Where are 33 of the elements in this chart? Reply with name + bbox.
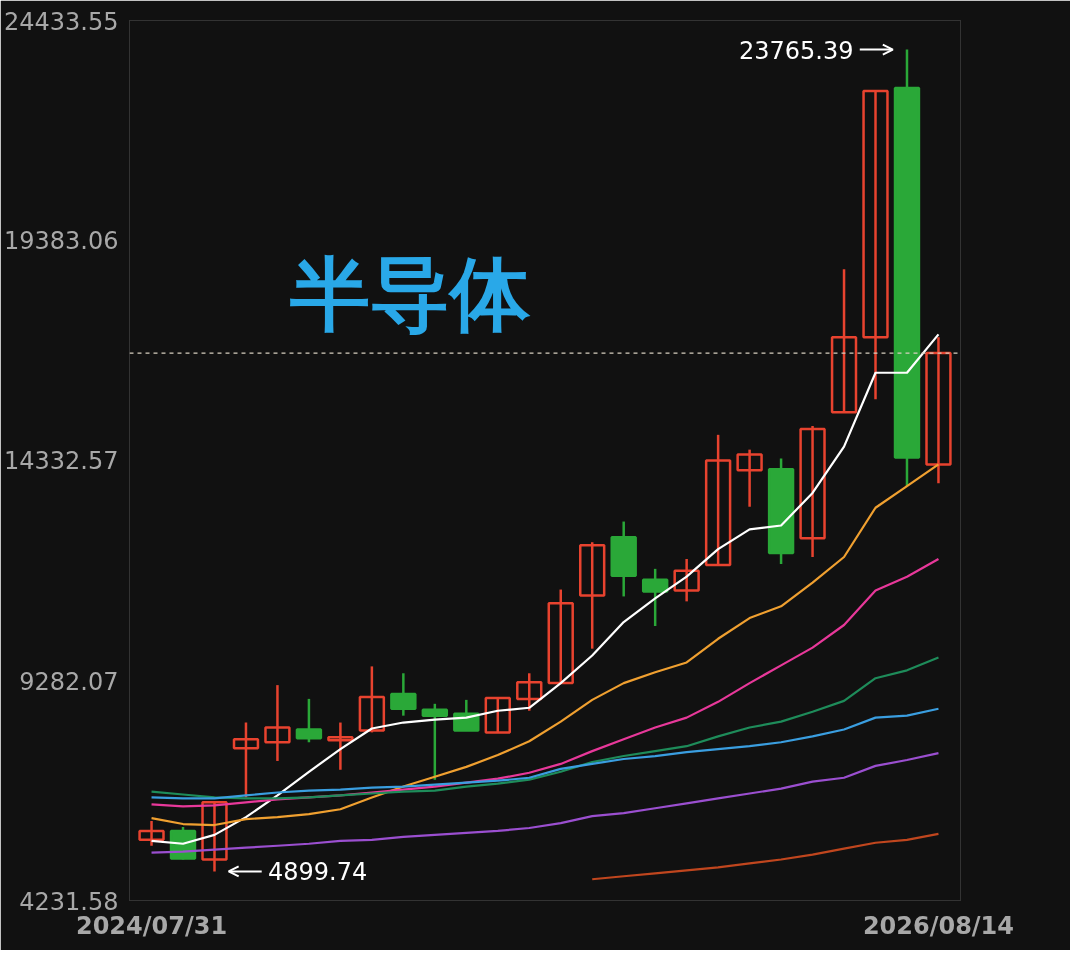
candlestick (421, 702, 449, 781)
candlestick (390, 672, 417, 717)
candlestick (484, 696, 511, 734)
y-tick-label: 14332.57 (3, 447, 119, 476)
candlestick (862, 89, 889, 401)
candlestick (264, 683, 291, 763)
candlestick (673, 557, 700, 603)
line-series (150, 751, 940, 854)
text: 半导体 (288, 247, 531, 341)
candlestick (516, 672, 543, 712)
candlestick (736, 448, 763, 508)
line-series (150, 656, 940, 800)
line-series (150, 463, 940, 827)
y-tick-label: 19383.06 (3, 227, 119, 256)
line-series (591, 832, 940, 881)
line-series (150, 557, 940, 808)
candlestick (925, 336, 952, 485)
y-tick-label: 9282.07 (19, 667, 119, 696)
candlestick (327, 721, 354, 772)
line-series (150, 707, 940, 800)
candlestick (295, 697, 323, 744)
candlestick (799, 424, 826, 559)
candlestick (547, 588, 574, 685)
candlestick (704, 433, 732, 567)
annotation: 4899.74 (268, 858, 368, 887)
candlestick (830, 268, 858, 414)
candlestick (138, 819, 165, 847)
x-tick-label: 2026/08/14 (862, 911, 1015, 940)
candlestick (579, 540, 606, 650)
y-tick-label: 24433.55 (3, 7, 119, 36)
annotation: 23765.39 (738, 36, 854, 65)
candlestick (641, 567, 669, 628)
candlestick (358, 665, 386, 734)
